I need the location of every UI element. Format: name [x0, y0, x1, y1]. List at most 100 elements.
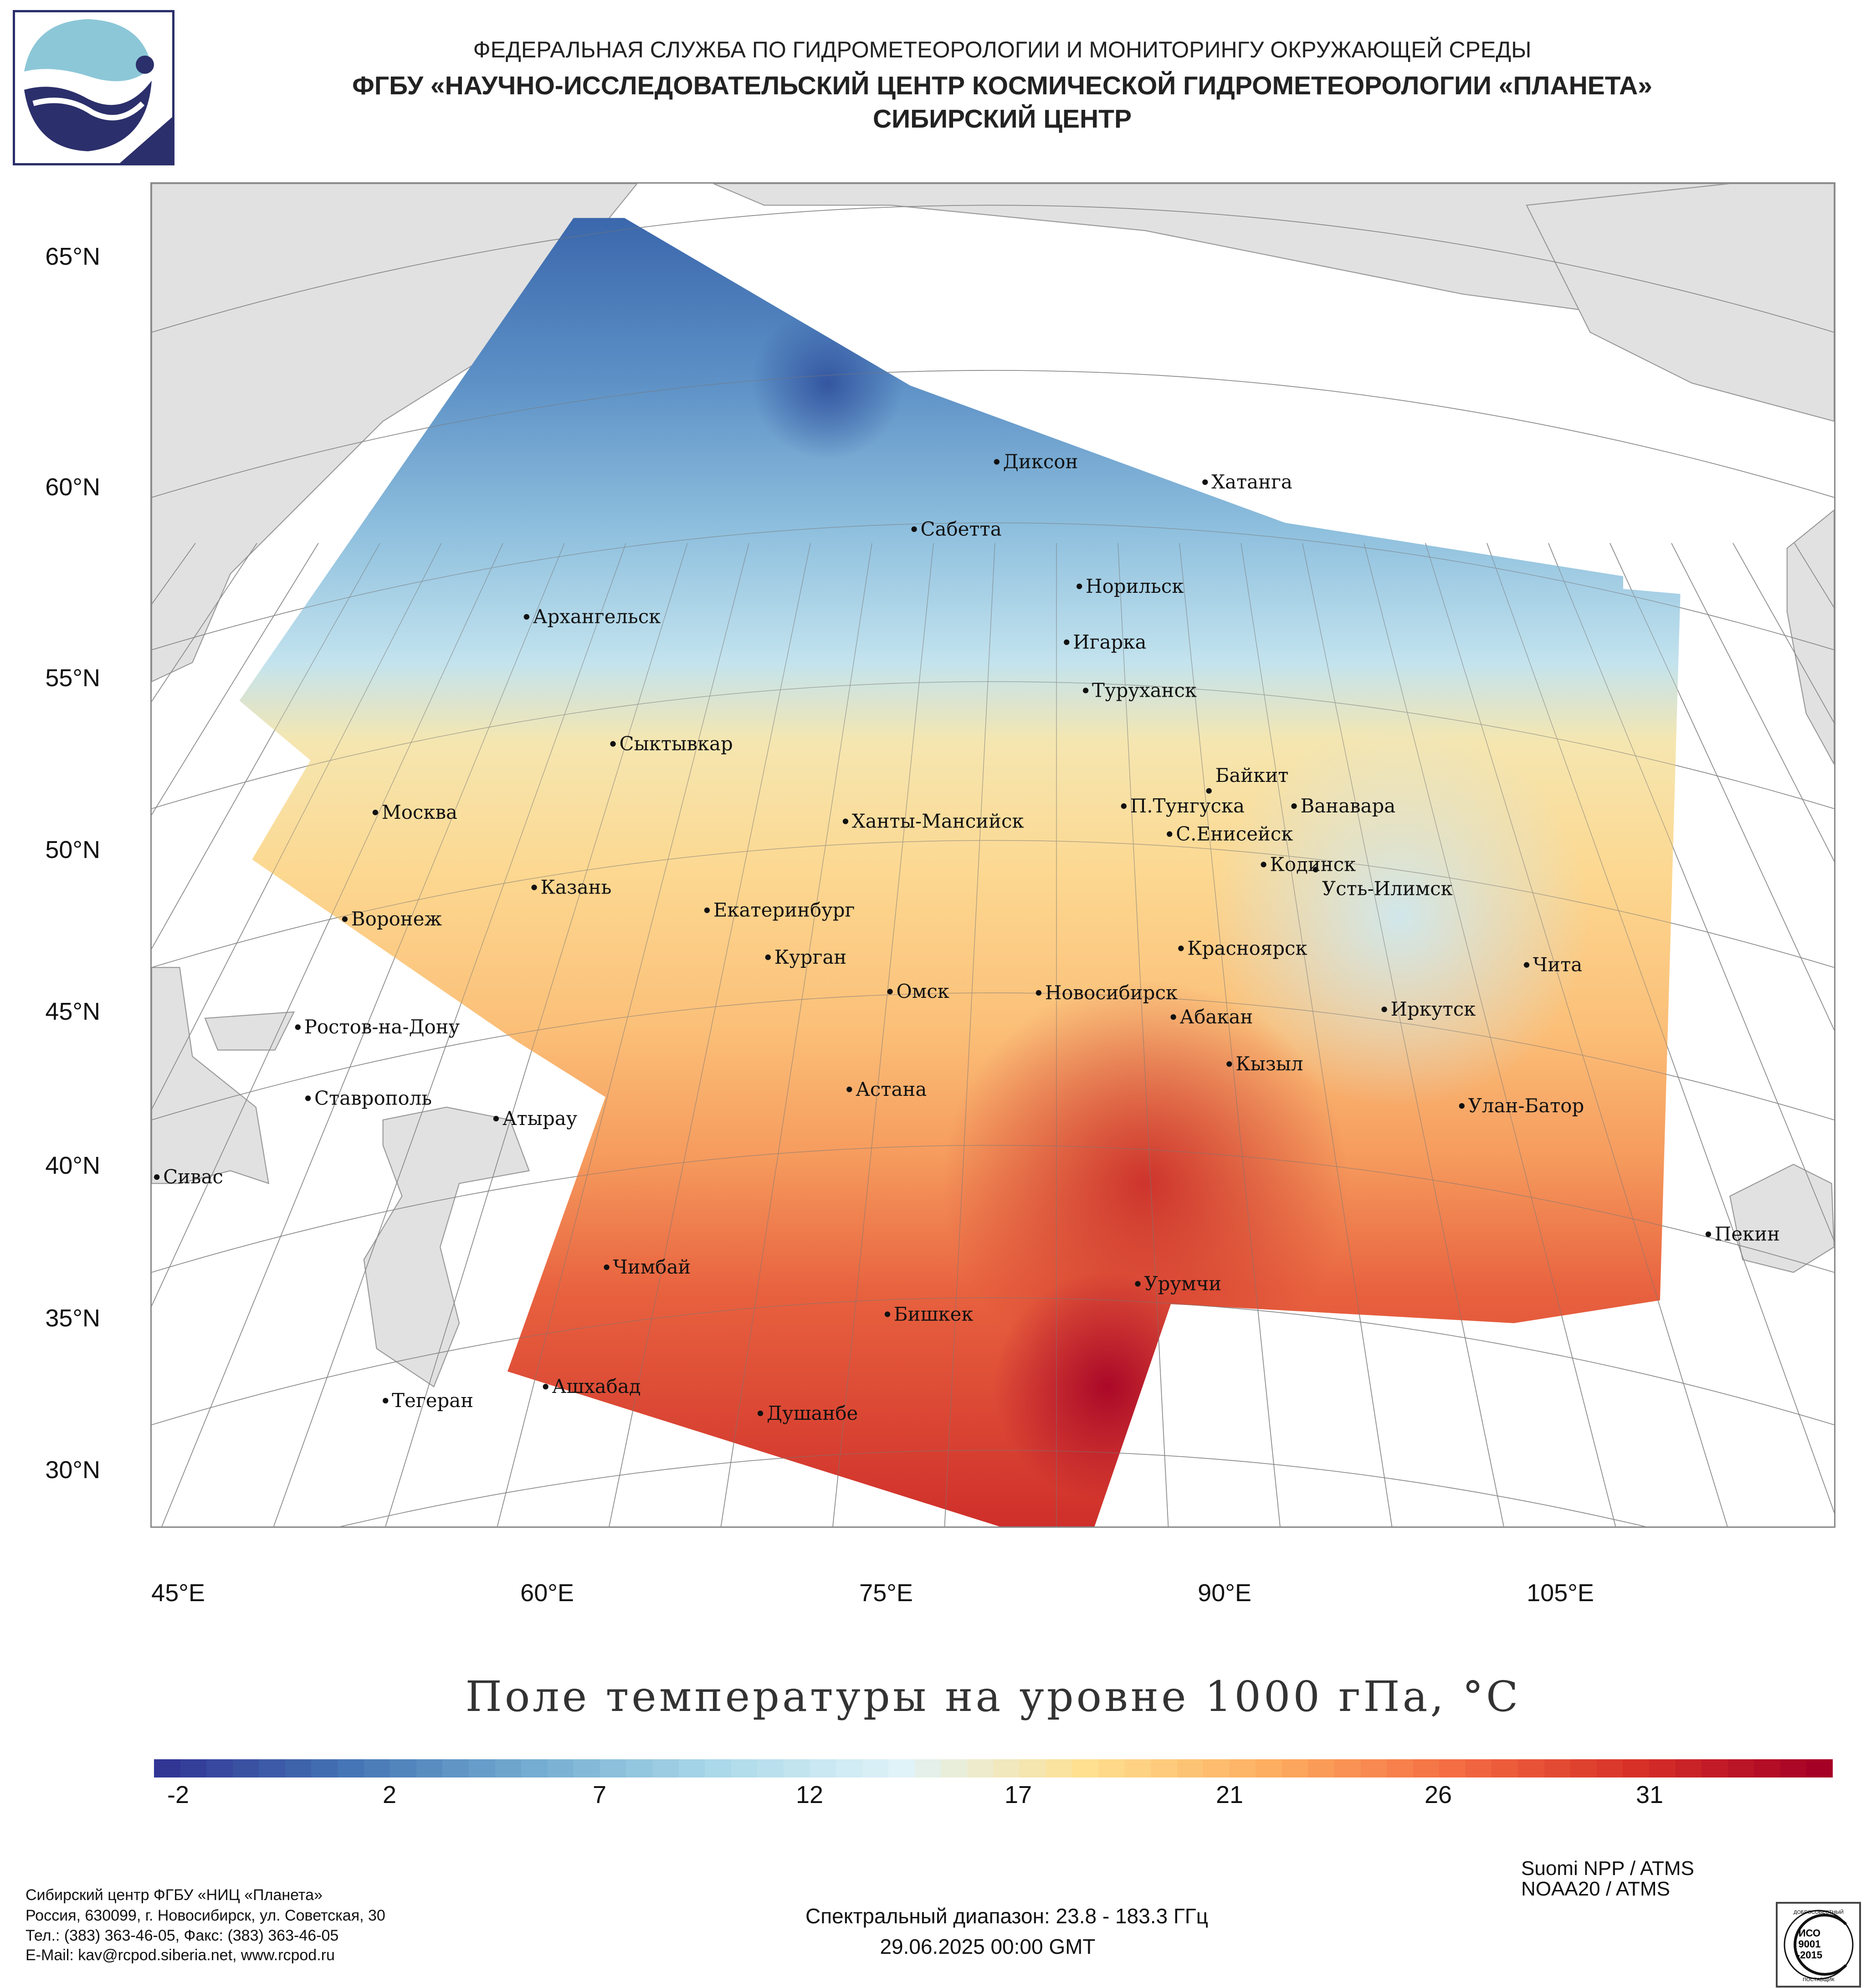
- city-dot: [305, 1095, 311, 1101]
- city-label: Хатанга: [1211, 471, 1292, 493]
- colorbar-segment: [678, 1759, 705, 1777]
- colorbar-segment: [1072, 1759, 1098, 1777]
- city-label: Омск: [897, 980, 949, 1002]
- city-label: П.Тунгуска: [1130, 795, 1245, 817]
- colorbar-segment: [652, 1759, 679, 1777]
- longitude-label: 45°E: [151, 1579, 205, 1607]
- colorbar-segment: [1518, 1759, 1544, 1777]
- colorbar-segment: [416, 1759, 443, 1777]
- city-marker: Ростов-на-Дону: [295, 1016, 460, 1038]
- city-dot: [1036, 990, 1042, 996]
- colorbar-segment: [1728, 1759, 1754, 1777]
- city-label: Москва: [382, 801, 457, 823]
- svg-text:ПОСТАВЩИК: ПОСТАВЩИК: [1803, 1977, 1835, 1983]
- city-marker: Пекин: [1705, 1223, 1780, 1245]
- city-label: Улан-Батор: [1468, 1094, 1584, 1117]
- city-marker: Игарка: [1064, 631, 1146, 653]
- colorbar-segment: [1702, 1759, 1728, 1777]
- city-marker: Чимбай: [604, 1256, 691, 1278]
- city-label: Ванавара: [1301, 795, 1396, 817]
- colorbar-segment: [1150, 1759, 1177, 1777]
- city-dot: [383, 1397, 389, 1404]
- city-dot: [911, 526, 917, 532]
- latitude-label: 30°N: [45, 1456, 100, 1484]
- city-marker: Хатанга: [1202, 471, 1292, 493]
- city-dot: [1312, 867, 1319, 873]
- colorbar-segment: [1229, 1759, 1256, 1777]
- city-marker: Урумчи: [1135, 1272, 1221, 1295]
- city-marker: Воронеж: [342, 908, 442, 930]
- colorbar-segment: [1465, 1759, 1492, 1777]
- city-marker: Атырау: [493, 1107, 578, 1130]
- colorbar-segment: [1596, 1759, 1623, 1777]
- satellite-2: NOAA20 / ATMS: [1521, 1878, 1670, 1900]
- city-label: Ростов-на-Дону: [304, 1016, 460, 1038]
- colorbar-segment: [836, 1759, 862, 1777]
- svg-text:ДОБРОСОВЕСТНЫЙ: ДОБРОСОВЕСТНЫЙ: [1794, 1909, 1844, 1915]
- colorbar-segment: [1780, 1759, 1807, 1777]
- city-label: Бишкек: [894, 1303, 974, 1325]
- colorbar-segment: [1256, 1759, 1282, 1777]
- colorbar-segment: [285, 1759, 312, 1777]
- city-label: Архангельск: [533, 606, 661, 628]
- city-marker: Новосибирск: [1036, 981, 1178, 1004]
- colorbar-segment: [1203, 1759, 1230, 1777]
- colorbar-segment: [1020, 1759, 1046, 1777]
- city-marker: П.Тунгуска: [1121, 795, 1245, 817]
- spectral-range: Спектральный диапазон: 23.8 - 183.3 ГГц: [805, 1904, 1209, 1928]
- city-marker: Улан-Батор: [1459, 1094, 1584, 1117]
- city-dot: [523, 614, 529, 620]
- city-marker: Кодинск: [1261, 853, 1356, 875]
- city-dot: [154, 1174, 160, 1180]
- colorbar-segment: [1334, 1759, 1361, 1777]
- city-label: Усть-Илимск: [1322, 877, 1453, 899]
- colorbar-tick-label: 7: [592, 1781, 607, 1808]
- colorbar-segment: [600, 1759, 626, 1777]
- city-marker: Ставрополь: [305, 1087, 432, 1109]
- colorbar-segment: [705, 1759, 731, 1777]
- city-marker: Душанбе: [757, 1402, 858, 1424]
- city-label: Ставрополь: [314, 1087, 432, 1109]
- svg-text:-2015: -2015: [1797, 1949, 1822, 1961]
- city-dot: [372, 809, 379, 816]
- city-marker: Ашхабад: [543, 1375, 641, 1397]
- city-marker: Москва: [372, 801, 457, 823]
- city-dot: [1077, 583, 1082, 589]
- header-agency: ФЕДЕРАЛЬНАЯ СЛУЖБА ПО ГИДРОМЕТЕОРОЛОГИИ …: [473, 37, 1532, 62]
- city-dot: [765, 954, 771, 961]
- colorbar-segment: [783, 1759, 810, 1777]
- city-marker: Туруханск: [1082, 679, 1197, 701]
- colorbar-segment: [1544, 1759, 1571, 1777]
- colorbar-tick-label: 26: [1424, 1781, 1452, 1808]
- city-dot: [1064, 639, 1070, 645]
- city-marker: Сабетта: [911, 518, 1002, 540]
- colorbar-segment: [574, 1759, 600, 1777]
- colorbar-tick-label: 17: [1004, 1781, 1032, 1808]
- city-dot: [704, 907, 710, 913]
- city-marker: Екатеринбург: [704, 899, 855, 921]
- colorbar-segment: [1649, 1759, 1676, 1777]
- city-label: Кызыл: [1235, 1053, 1303, 1075]
- city-label: Иркутск: [1391, 998, 1476, 1020]
- city-dot: [1178, 945, 1184, 951]
- latitude-label: 45°N: [45, 998, 100, 1025]
- colorbar-segment: [1413, 1759, 1440, 1777]
- city-marker: Усть-Илимск: [1312, 867, 1453, 899]
- colorbar-segment: [206, 1759, 233, 1777]
- header-institute: ФГБУ «НАУЧНО-ИССЛЕДОВАТЕЛЬСКИЙ ЦЕНТР КОС…: [352, 71, 1652, 100]
- city-dot: [610, 741, 616, 747]
- colorbar-segment: [1282, 1759, 1308, 1777]
- city-dot: [887, 989, 893, 995]
- colorbar-tick-label: 31: [1635, 1781, 1664, 1808]
- longitude-label: 105°E: [1527, 1579, 1594, 1607]
- city-label: Ханты-Мансийск: [852, 810, 1024, 832]
- svg-text:ИСО: ИСО: [1799, 1927, 1820, 1939]
- city-marker: Омск: [887, 980, 949, 1002]
- temperature-map: Диксон Хатанга Сабетта Норильск Архангельск И…: [0, 182, 1866, 1578]
- header-center: СИБИРСКИЙ ЦЕНТР: [872, 104, 1132, 134]
- colorbar-segment: [888, 1759, 915, 1777]
- colorbar-segment: [757, 1759, 784, 1777]
- city-dot: [1170, 1014, 1176, 1020]
- colorbar-segment: [1046, 1759, 1072, 1777]
- colorbar-segment: [993, 1759, 1020, 1777]
